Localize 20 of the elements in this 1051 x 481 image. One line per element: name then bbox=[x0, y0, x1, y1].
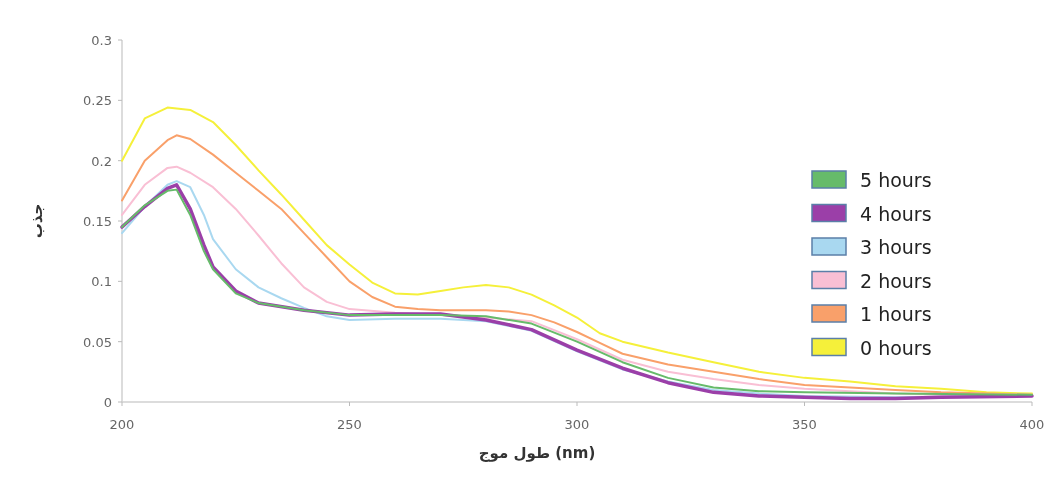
legend-label: 5 hours bbox=[860, 169, 932, 191]
legend-label: 3 hours bbox=[860, 236, 932, 258]
y-tick-label: 0.1 bbox=[91, 274, 112, 290]
x-tick-label: 350 bbox=[792, 417, 817, 432]
y-tick-label: 0.2 bbox=[91, 153, 112, 169]
legend-label: 0 hours bbox=[860, 336, 932, 359]
x-tick-label: 400 bbox=[1019, 417, 1045, 432]
legend-label: 2 hours bbox=[860, 269, 932, 292]
x-tick-label: 200 bbox=[109, 417, 135, 432]
y-tick-label: 0.25 bbox=[83, 93, 112, 109]
y-tick-label: 0.05 bbox=[83, 334, 112, 350]
y-tick-label: 0.15 bbox=[83, 214, 112, 229]
y-axis-title: جذب bbox=[28, 203, 46, 239]
y-tick-label: 0 bbox=[103, 395, 112, 410]
legend-label: 1 hours bbox=[860, 303, 932, 325]
x-axis-title: طول موج (nm) bbox=[478, 444, 596, 462]
legend-label: 4 hours bbox=[860, 202, 932, 225]
x-tick-label: 250 bbox=[337, 417, 362, 432]
y-tick-label: 0.3 bbox=[91, 33, 112, 48]
x-tick-label: 300 bbox=[564, 417, 590, 432]
